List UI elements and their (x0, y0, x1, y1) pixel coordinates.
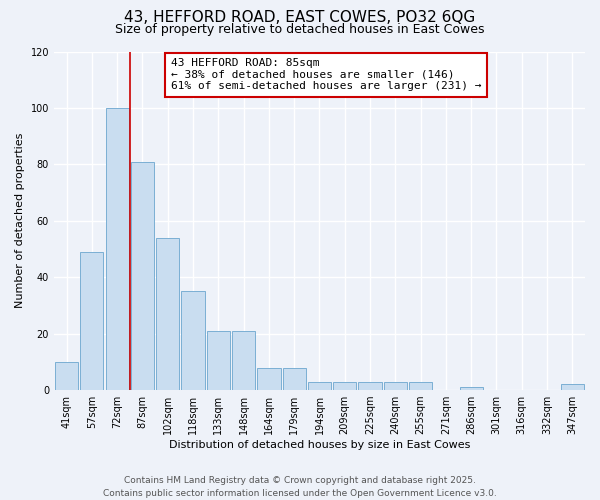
Text: Size of property relative to detached houses in East Cowes: Size of property relative to detached ho… (115, 22, 485, 36)
Bar (232, 331, 255, 390)
Bar (308, 382, 331, 390)
Bar (106, 108, 129, 390)
X-axis label: Distribution of detached houses by size in East Cowes: Distribution of detached houses by size … (169, 440, 470, 450)
Bar (181, 292, 205, 390)
Bar (80, 252, 103, 390)
Bar (333, 382, 356, 390)
Bar (383, 382, 407, 390)
Bar (409, 382, 432, 390)
Y-axis label: Number of detached properties: Number of detached properties (15, 133, 25, 308)
Bar (460, 388, 483, 390)
Bar (206, 331, 230, 390)
Bar (561, 384, 584, 390)
Text: Contains HM Land Registry data © Crown copyright and database right 2025.
Contai: Contains HM Land Registry data © Crown c… (103, 476, 497, 498)
Bar (131, 162, 154, 390)
Bar (257, 368, 281, 390)
Text: 43 HEFFORD ROAD: 85sqm
← 38% of detached houses are smaller (146)
61% of semi-de: 43 HEFFORD ROAD: 85sqm ← 38% of detached… (171, 58, 481, 92)
Bar (358, 382, 382, 390)
Bar (283, 368, 306, 390)
Bar (55, 362, 78, 390)
Bar (156, 238, 179, 390)
Text: 43, HEFFORD ROAD, EAST COWES, PO32 6QG: 43, HEFFORD ROAD, EAST COWES, PO32 6QG (124, 10, 476, 25)
